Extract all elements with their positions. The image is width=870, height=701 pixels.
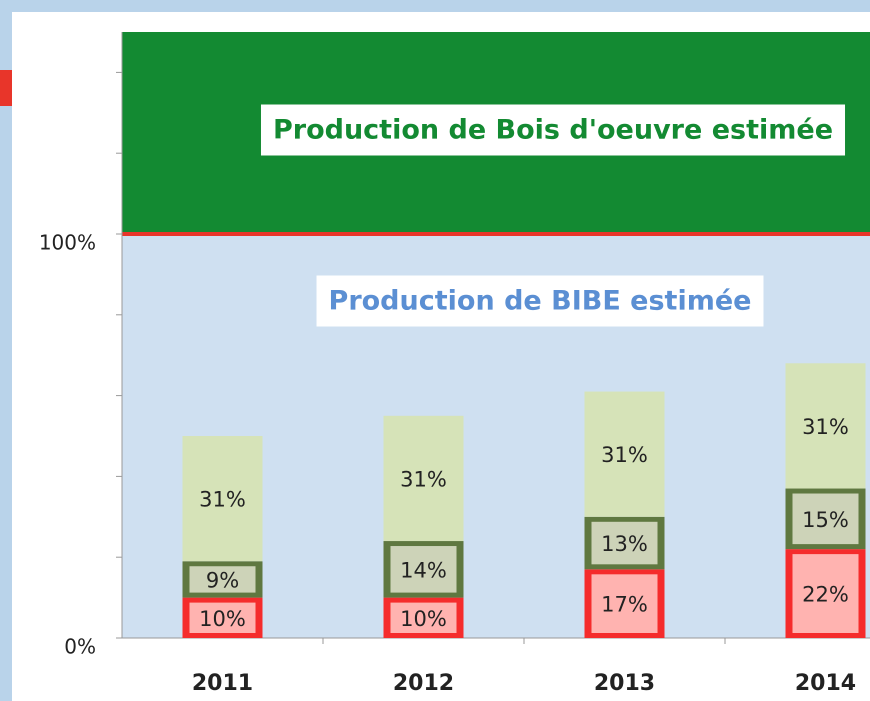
- data-label: 10%: [400, 607, 447, 631]
- bar-segment: [182, 436, 263, 562]
- x-tick-label: 2011: [192, 671, 253, 696]
- data-label: 17%: [601, 593, 648, 617]
- bar-segment: [383, 415, 464, 542]
- annotation: Production de BIBE estimée: [329, 286, 752, 317]
- annotation-box: [316, 275, 764, 327]
- x-tick-label: 2014: [795, 671, 856, 696]
- annotation-box: [260, 104, 846, 156]
- data-label: 15%: [802, 508, 849, 532]
- label-box: [792, 493, 859, 545]
- plot: Production de Bois d'oeuvre estimée Produ…: [39, 32, 870, 696]
- label-box: [591, 521, 658, 565]
- data-label: 31%: [601, 443, 648, 467]
- data-label: 10%: [199, 607, 246, 631]
- bar-segment: [785, 363, 866, 489]
- frame-left: [0, 0, 12, 701]
- frame-tab: [0, 70, 12, 106]
- label-box: [390, 602, 457, 633]
- label-box: [390, 546, 457, 593]
- y-tick-label: 100%: [39, 231, 96, 255]
- label-box: [591, 574, 658, 633]
- data-label: 31%: [802, 415, 849, 439]
- frame-top: [0, 0, 870, 12]
- label-box: [792, 554, 859, 633]
- data-label: 31%: [199, 488, 246, 512]
- annotation: Production de Bois d'oeuvre estimée: [273, 115, 833, 146]
- label-box: [189, 566, 256, 593]
- y-tick-label: 0%: [64, 635, 96, 659]
- bar-segment: [584, 391, 665, 517]
- x-tick-label: 2012: [393, 671, 454, 696]
- data-label: 9%: [206, 568, 239, 592]
- data-label: 31%: [400, 467, 447, 491]
- data-label: 13%: [601, 532, 648, 556]
- x-tick-label: 2013: [594, 671, 655, 696]
- label-box: [189, 602, 256, 633]
- data-label: 22%: [802, 583, 849, 607]
- data-label: 14%: [400, 558, 447, 582]
